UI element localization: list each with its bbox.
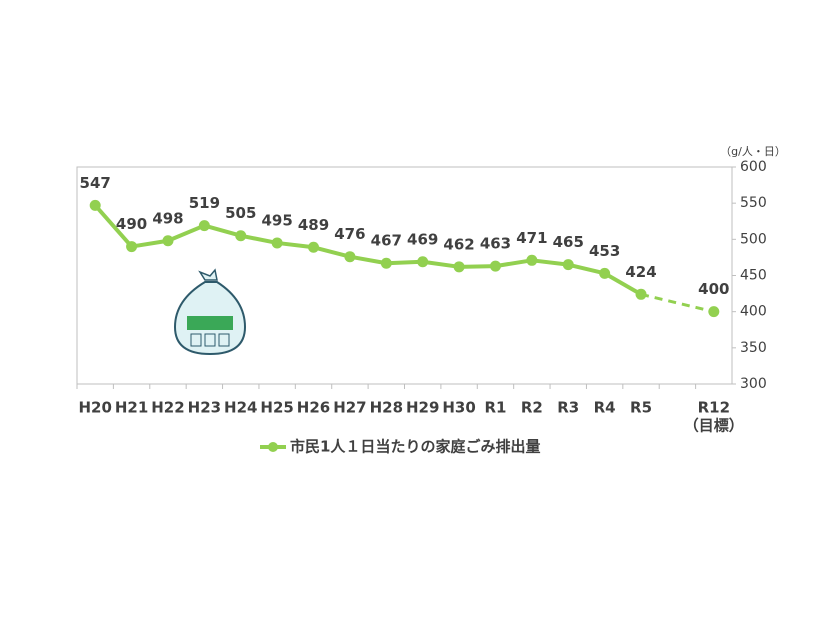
line-segment	[531, 258, 569, 267]
data-point	[344, 251, 356, 263]
data-label: 476	[334, 225, 365, 243]
line-segment	[459, 264, 496, 269]
line-segment	[567, 262, 606, 276]
line-segment	[93, 204, 134, 248]
line-segment	[167, 223, 206, 243]
legend-marker	[268, 442, 278, 452]
y-tick-label: 600	[740, 159, 767, 175]
data-point	[599, 267, 611, 279]
data-point	[235, 230, 247, 242]
x-tick-label: H26	[297, 399, 330, 417]
data-label: 471	[516, 229, 547, 247]
data-label: 453	[589, 242, 620, 260]
x-tick-label: H29	[406, 399, 439, 417]
x-tick-label: R4	[594, 399, 616, 417]
data-label: 489	[298, 216, 329, 234]
y-tick-label: 500	[740, 231, 767, 247]
y-tick-label: 400	[740, 304, 767, 320]
garbage-bag-icon	[173, 268, 247, 356]
line-segment	[276, 240, 314, 250]
data-point	[198, 220, 210, 232]
data-point	[489, 260, 501, 272]
data-label: 424	[625, 263, 656, 281]
x-tick-label: R3	[557, 399, 579, 417]
x-tick-label: R5	[630, 399, 652, 417]
data-point	[162, 235, 174, 247]
x-tick-label: H20	[78, 399, 111, 417]
data-label: 519	[189, 194, 220, 212]
data-label: 498	[152, 209, 183, 227]
data-point	[89, 199, 101, 211]
line-segment	[240, 233, 278, 245]
y-tick-label: 300	[740, 376, 767, 392]
data-point	[417, 256, 429, 268]
y-tick-label: 450	[740, 268, 767, 284]
data-label: 463	[480, 235, 511, 253]
line-segment	[495, 258, 533, 269]
data-label: 469	[407, 230, 438, 248]
legend-label: 市民1人１日当たりの家庭ごみ排出量	[290, 438, 540, 456]
y-axis-label: （g/人・日）	[720, 145, 786, 158]
x-tick-label: H27	[333, 399, 366, 417]
x-tick-label: H23	[188, 399, 221, 417]
x-tick-label: H24	[224, 399, 257, 417]
x-tick-label: H28	[370, 399, 403, 417]
x-tick-label: H22	[151, 399, 184, 417]
x-tick-label: H30	[442, 399, 475, 417]
x-tick-label: H25	[260, 399, 293, 417]
line-segment	[203, 223, 242, 238]
data-point	[708, 306, 720, 318]
line-segment	[603, 271, 643, 297]
x-tick-sublabel: （目標）	[684, 417, 744, 435]
data-point	[635, 288, 647, 300]
data-label: 547	[80, 174, 111, 192]
data-point	[126, 241, 138, 253]
line-segment	[313, 245, 351, 259]
data-label: 490	[116, 215, 147, 233]
data-label: 495	[261, 211, 292, 229]
x-tick-label: H21	[115, 399, 148, 417]
x-tick-label: R1	[484, 399, 506, 417]
line-segment	[386, 259, 423, 266]
y-tick-label: 350	[740, 340, 767, 356]
data-label: 465	[553, 233, 584, 251]
data-point	[453, 261, 465, 273]
data-point	[308, 241, 320, 253]
data-point	[271, 237, 283, 249]
line-segment	[349, 254, 387, 266]
x-tick-label: R2	[521, 399, 543, 417]
data-point	[562, 259, 574, 271]
data-label: 505	[225, 204, 256, 222]
y-tick-label: 550	[740, 195, 767, 211]
x-tick-label: R12	[698, 399, 730, 417]
data-label: 400	[698, 280, 729, 298]
data-label: 462	[443, 235, 474, 253]
line-segment	[131, 238, 169, 249]
data-point	[380, 257, 392, 269]
line-segment	[422, 259, 460, 269]
data-label: 467	[371, 232, 402, 250]
projection-line	[640, 292, 715, 314]
data-point	[526, 254, 538, 266]
